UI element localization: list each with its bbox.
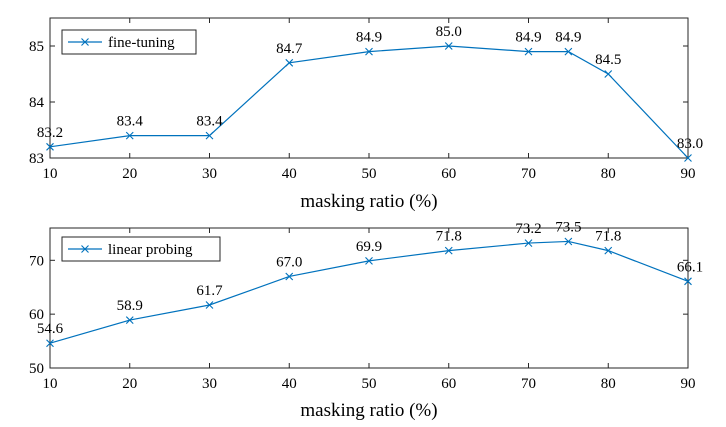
data-point-marker <box>524 47 533 56</box>
data-point-marker <box>285 58 294 67</box>
data-point-marker <box>125 131 134 140</box>
data-label: 67.0 <box>276 254 302 270</box>
data-label: 73.2 <box>515 221 541 237</box>
data-point-marker <box>444 246 453 255</box>
y-tick-label: 84 <box>29 95 45 111</box>
data-point-marker <box>524 239 533 247</box>
data-point-marker <box>205 131 214 140</box>
legend-marker <box>81 245 89 253</box>
x-tick-label: 20 <box>122 376 137 392</box>
y-tick-label: 70 <box>29 253 44 269</box>
x-tick-label: 40 <box>282 376 297 392</box>
legend-marker <box>81 38 89 46</box>
data-label: 66.1 <box>677 259 703 275</box>
data-point-marker <box>205 301 214 309</box>
data-point-marker <box>564 237 573 246</box>
data-label: 84.9 <box>515 30 541 46</box>
data-point-marker <box>684 154 692 162</box>
x-tick-label: 10 <box>43 376 58 392</box>
x-tick-label: 80 <box>601 166 616 182</box>
series-line <box>49 240 689 344</box>
x-tick-label: 10 <box>43 166 58 182</box>
data-point-marker <box>46 142 54 151</box>
linear-probing-chart: 10 20 30 40 50 60 70 80 90 50 60 70 masking ratio (%… <box>29 219 703 421</box>
y-tick-label: 50 <box>29 361 44 377</box>
legend-label: fine-tuning <box>108 35 175 51</box>
data-label: 54.6 <box>37 321 64 337</box>
data-label: 71.8 <box>436 229 462 245</box>
data-point-marker <box>285 272 294 281</box>
x-tick-label: 30 <box>202 166 217 182</box>
legend-label: linear probing <box>108 242 193 258</box>
data-label: 84.7 <box>276 41 303 57</box>
data-point-marker <box>604 70 613 78</box>
fine-tuning-chart: 10 20 30 40 50 60 70 80 90 83 84 85 masking ratio (%… <box>29 17 703 212</box>
x-tick-label: 60 <box>441 376 456 392</box>
data-point-marker <box>604 246 613 255</box>
data-label: 71.8 <box>595 229 621 245</box>
x-tick-label: 80 <box>601 376 616 392</box>
x-tick-label: 90 <box>681 376 696 392</box>
data-label: 83.4 <box>196 114 223 130</box>
data-label: 83.2 <box>37 125 63 141</box>
data-label: 61.7 <box>196 283 223 299</box>
y-tick-label: 60 <box>29 307 44 323</box>
x-tick-label: 20 <box>122 166 137 182</box>
y-tick-label: 85 <box>29 39 44 55</box>
data-point-marker <box>365 47 373 56</box>
data-point-marker <box>444 42 453 50</box>
x-axis-title: masking ratio (%) <box>300 191 437 212</box>
data-label: 83.4 <box>117 114 144 130</box>
data-label: 85.0 <box>436 24 462 40</box>
series-line <box>49 45 689 159</box>
data-label: 84.5 <box>595 52 621 68</box>
data-point-marker <box>46 339 54 348</box>
data-point-marker <box>684 277 692 286</box>
data-label: 83.0 <box>677 136 703 152</box>
data-label: 69.9 <box>356 239 382 255</box>
data-point-marker <box>365 256 373 265</box>
x-tick-label: 50 <box>362 376 377 392</box>
x-axis-title: masking ratio (%) <box>300 400 437 421</box>
x-tick-label: 90 <box>681 166 696 182</box>
x-tick-label: 40 <box>282 166 297 182</box>
data-point-marker <box>564 47 573 56</box>
data-label: 73.5 <box>555 219 581 235</box>
data-label: 84.9 <box>555 30 581 46</box>
data-point-marker <box>125 316 134 324</box>
x-tick-label: 70 <box>521 166 536 182</box>
x-tick-label: 60 <box>441 166 456 182</box>
x-tick-label: 50 <box>362 166 377 182</box>
x-tick-label: 30 <box>202 376 217 392</box>
data-label: 58.9 <box>117 298 143 314</box>
y-tick-label: 83 <box>29 151 44 167</box>
data-label: 84.9 <box>356 30 382 46</box>
x-tick-label: 70 <box>521 376 536 392</box>
